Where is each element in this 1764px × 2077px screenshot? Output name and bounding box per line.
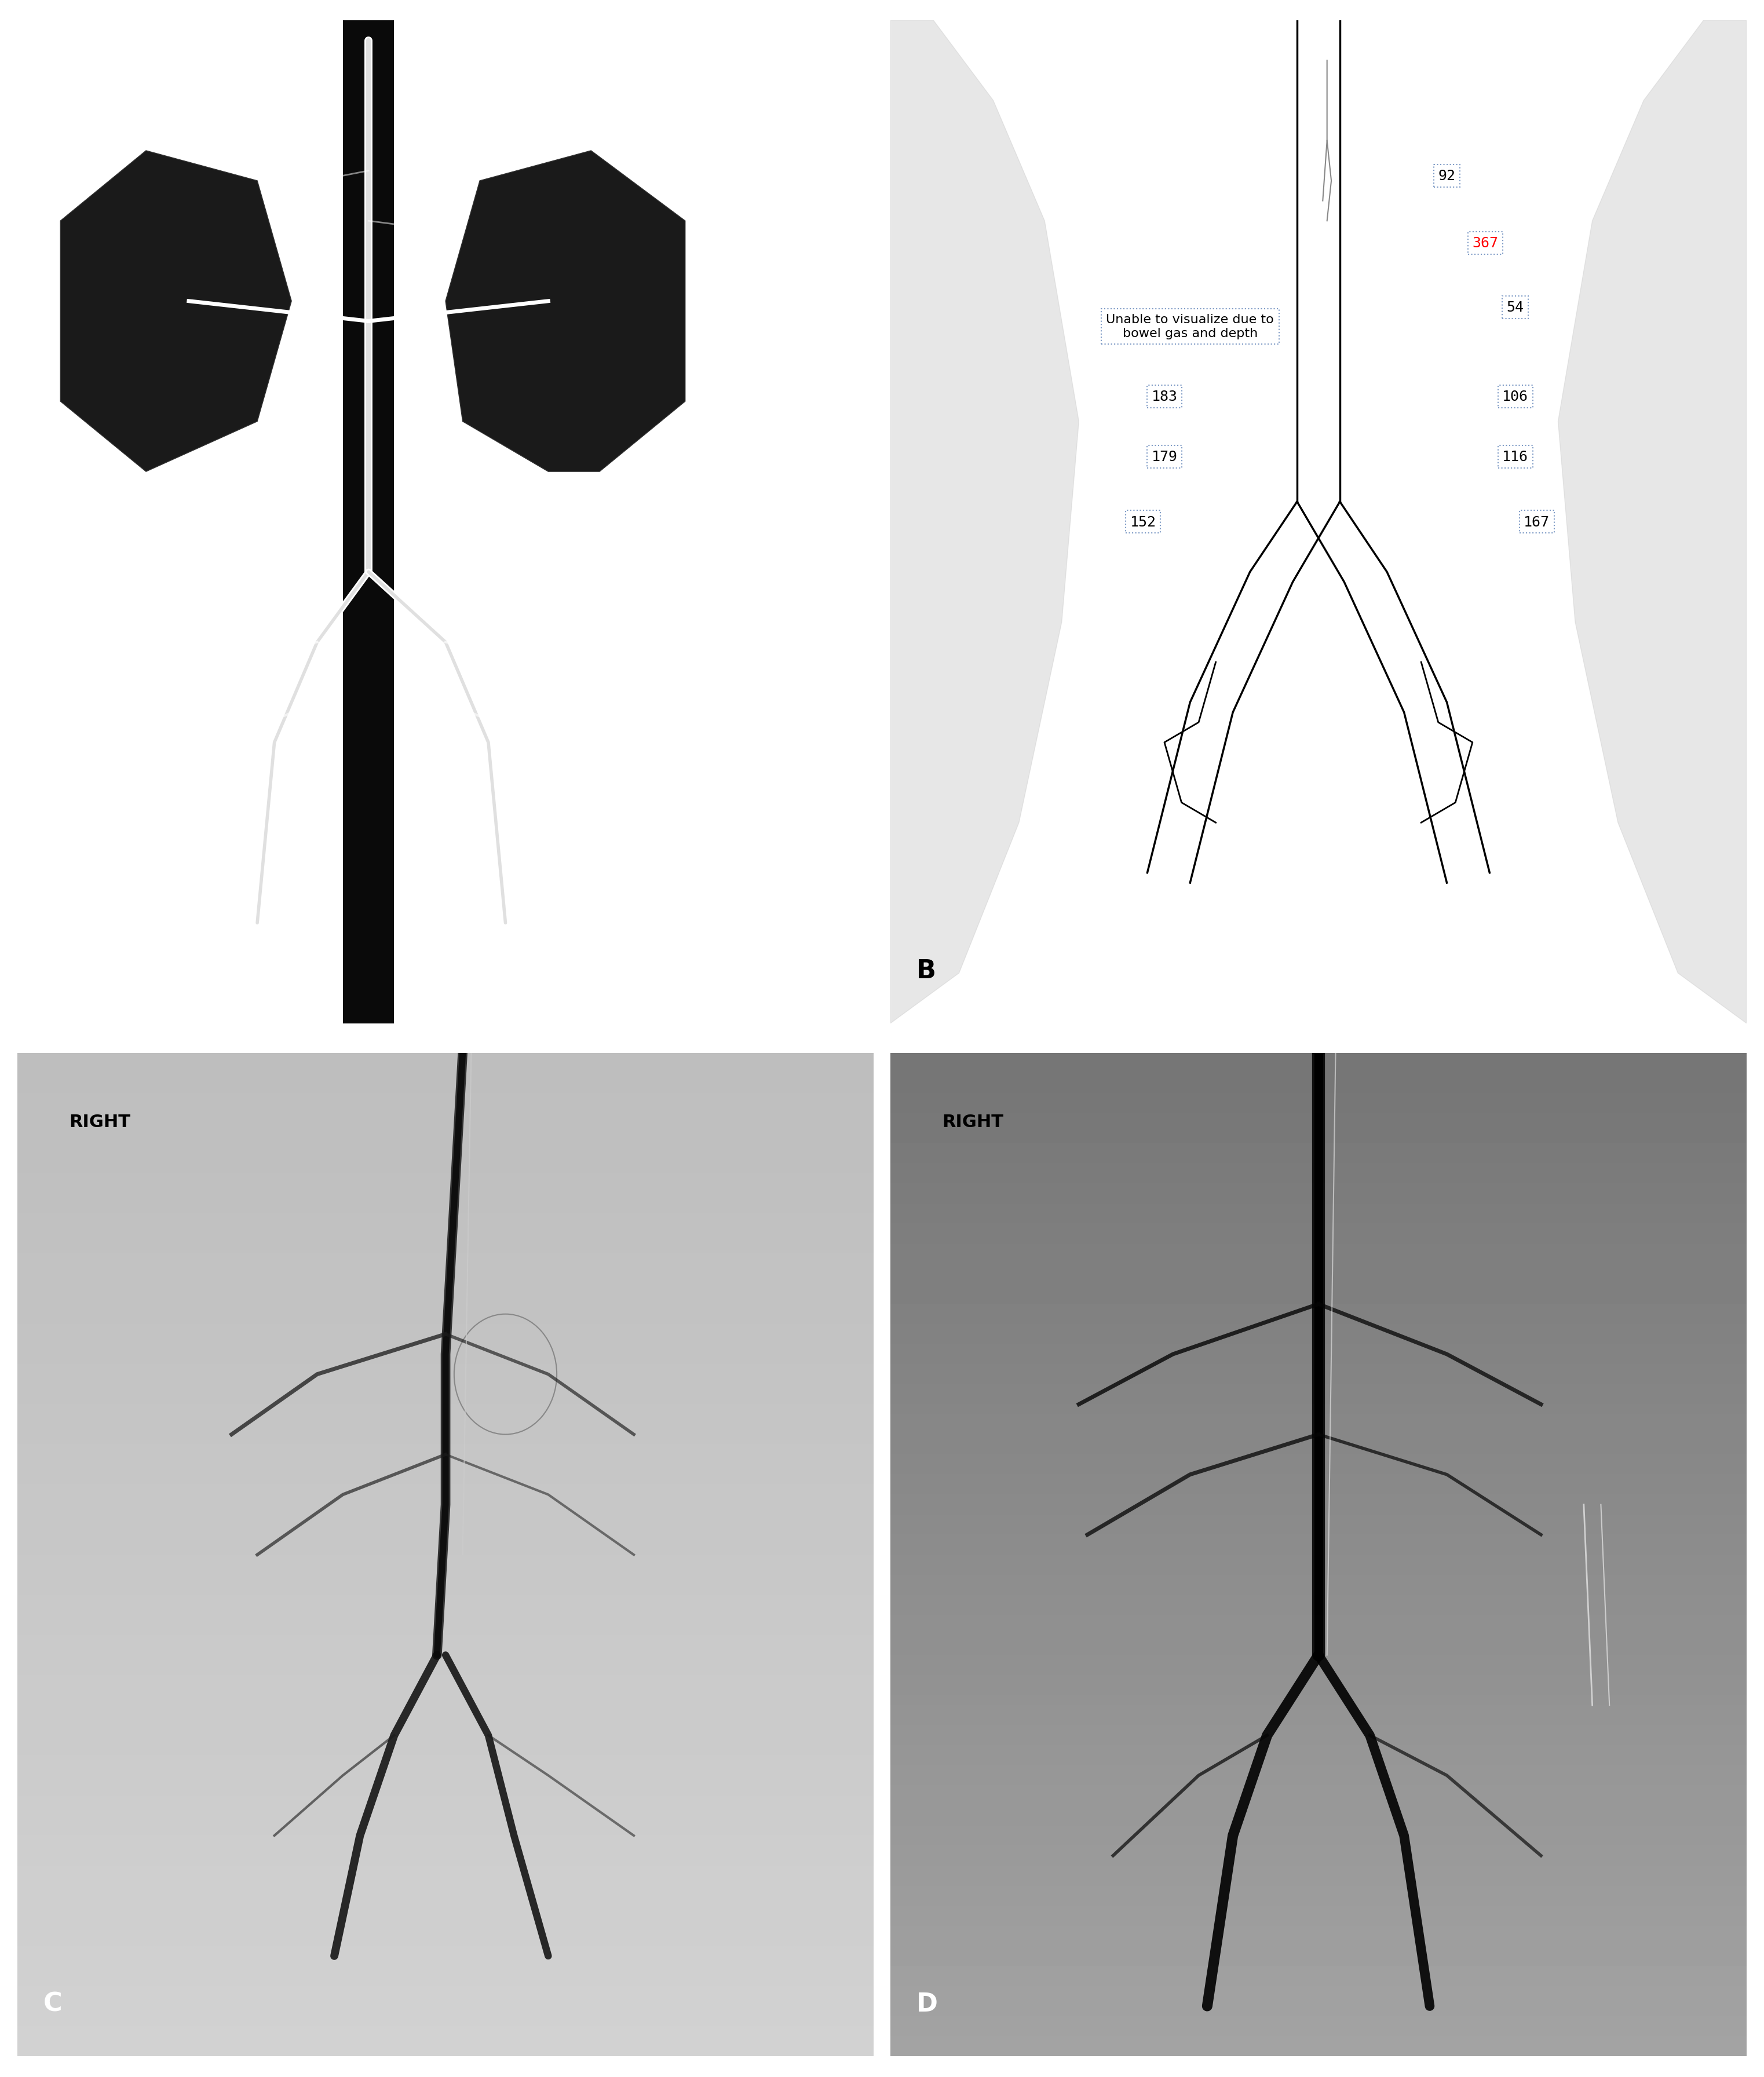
Text: Unable to visualize due to
bowel gas and depth: Unable to visualize due to bowel gas and… — [1106, 314, 1274, 339]
Text: 152: 152 — [1131, 515, 1155, 530]
Text: 367: 367 — [1473, 237, 1498, 251]
Bar — [342, 21, 393, 1024]
Text: RIGHT: RIGHT — [69, 1113, 131, 1130]
Polygon shape — [446, 152, 684, 471]
Text: 92: 92 — [1438, 168, 1455, 183]
Text: 116: 116 — [1503, 451, 1528, 463]
Text: C: C — [44, 1992, 62, 2017]
Text: B: B — [916, 957, 937, 982]
Text: 167: 167 — [1524, 515, 1551, 530]
Text: 179: 179 — [1152, 451, 1177, 463]
Text: 183: 183 — [1152, 390, 1177, 403]
Text: A: A — [44, 957, 64, 982]
Text: 54: 54 — [1506, 301, 1524, 314]
Polygon shape — [1558, 21, 1746, 1024]
Text: D: D — [916, 1992, 938, 2017]
Polygon shape — [60, 152, 291, 471]
Text: RIGHT: RIGHT — [942, 1113, 1004, 1130]
Text: 106: 106 — [1503, 390, 1528, 403]
Polygon shape — [891, 21, 1080, 1024]
